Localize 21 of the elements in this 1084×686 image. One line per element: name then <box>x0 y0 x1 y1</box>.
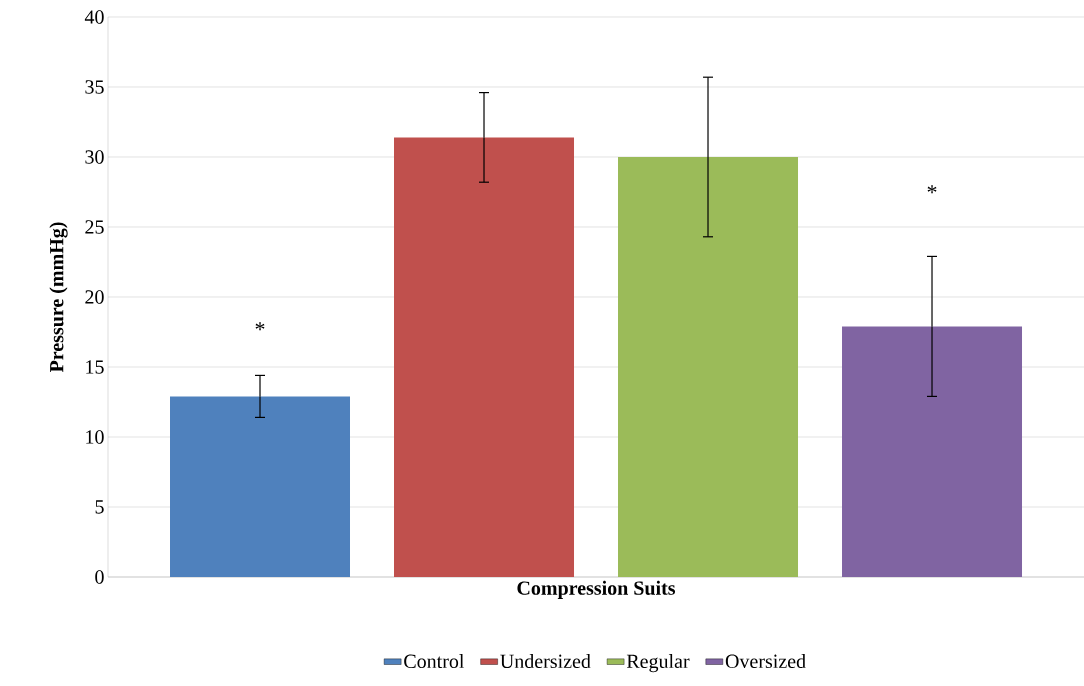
y-tick-label: 40 <box>84 10 104 24</box>
legend-label: Undersized <box>500 653 591 669</box>
y-tick-label: 20 <box>85 290 104 304</box>
y-axis-title: Pressure (mmHg) <box>49 222 68 373</box>
y-tick-label: 30 <box>85 150 104 164</box>
x-axis-title: Compression Suits <box>517 580 676 599</box>
legend-label: Oversized <box>725 653 806 669</box>
legend-label: Control <box>404 653 465 669</box>
annotation: * <box>927 185 937 194</box>
legend-label: Regular <box>626 653 690 673</box>
y-tick-label: 15 <box>86 360 104 374</box>
bar <box>170 396 350 577</box>
y-tick-label: 10 <box>86 430 104 444</box>
y-tick-label: 5 <box>95 500 104 514</box>
bar <box>618 157 799 577</box>
y-tick-label: 25 <box>85 220 104 234</box>
bar <box>842 326 1023 577</box>
y-tick-label: 0 <box>95 570 104 584</box>
y-tick-label: 35 <box>85 80 104 94</box>
annotation: * <box>255 322 265 331</box>
bar <box>394 137 575 577</box>
